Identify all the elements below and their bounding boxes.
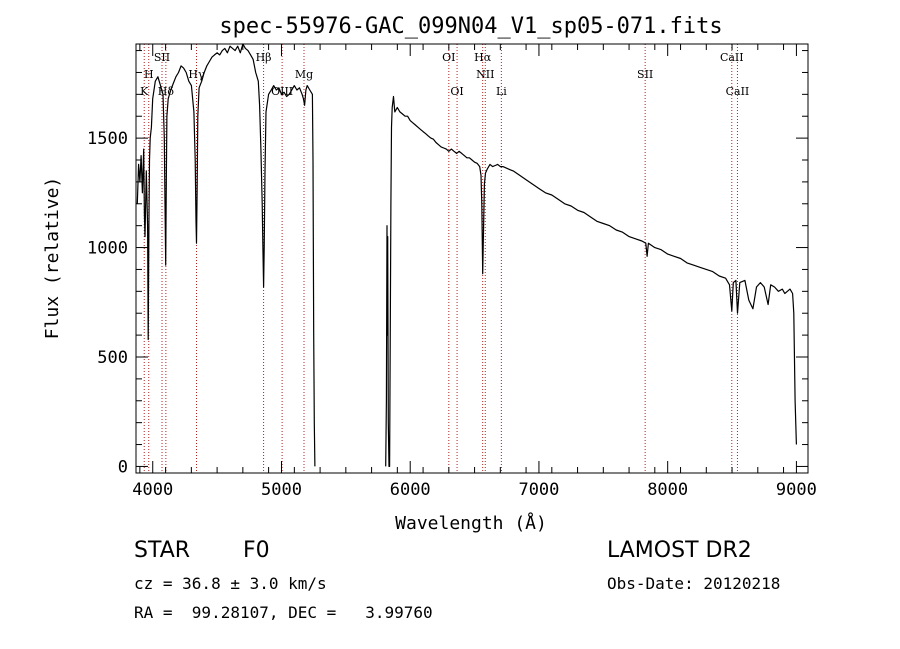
line-marker-label: Hγ: [188, 68, 205, 81]
plot-axes: 4000 5000 6000 7000 8000 9000 0 500 1000 1500: [87, 43, 817, 500]
survey-name: LAMOST DR2: [607, 538, 752, 563]
x-tick-label: 6000: [390, 480, 431, 500]
object-type: STAR: [134, 538, 191, 563]
x-tick-label: 7000: [518, 480, 559, 500]
y-tick-label: 1500: [87, 129, 128, 149]
ra-dec: RA = 99.28107, DEC = 3.99760: [134, 603, 433, 622]
x-tick-label: 5000: [261, 480, 302, 500]
x-tick-label: 8000: [647, 480, 688, 500]
chart-title: spec-55976-GAC_099N04_V1_sp05-071.fits: [219, 14, 722, 39]
line-marker-label: SII: [154, 51, 170, 64]
plot-series: [136, 43, 797, 467]
y-tick-label: 500: [97, 348, 128, 368]
line-marker-label: Li: [496, 85, 507, 98]
obs-date: Obs-Date: 20120218: [607, 574, 781, 593]
y-axis-label: Flux (relative): [42, 177, 63, 340]
line-marker-label: SII: [637, 68, 653, 81]
line-marker-label: Hα: [474, 51, 492, 64]
line-marker-label: Mg: [295, 68, 313, 81]
line-marker-label: Hβ: [256, 51, 272, 64]
line-marker-label: H: [144, 68, 154, 81]
line-marker-label: OIII: [271, 85, 293, 98]
object-subclass: F0: [243, 538, 270, 563]
line-marker-label: CaII: [720, 51, 744, 64]
spectrum-line: [136, 43, 316, 467]
x-axis-label: Wavelength (Å): [395, 512, 547, 534]
line-marker-label: Hδ: [158, 85, 175, 98]
plot-frame: [135, 43, 809, 474]
cz-value: cz = 36.8 ± 3.0 km/s: [134, 574, 327, 593]
x-tick-label: 9000: [776, 480, 817, 500]
y-tick-label: 1000: [87, 239, 128, 259]
line-marker-label: K: [140, 85, 149, 98]
line-marker-label: CaII: [726, 85, 750, 98]
y-tick-label: 0: [118, 457, 128, 477]
line-marker-label: OI: [442, 51, 455, 64]
line-marker-label: NII: [476, 68, 494, 81]
spectrum-line: [385, 95, 797, 467]
line-marker-label: OI: [450, 85, 463, 98]
x-tick-label: 4000: [132, 480, 173, 500]
